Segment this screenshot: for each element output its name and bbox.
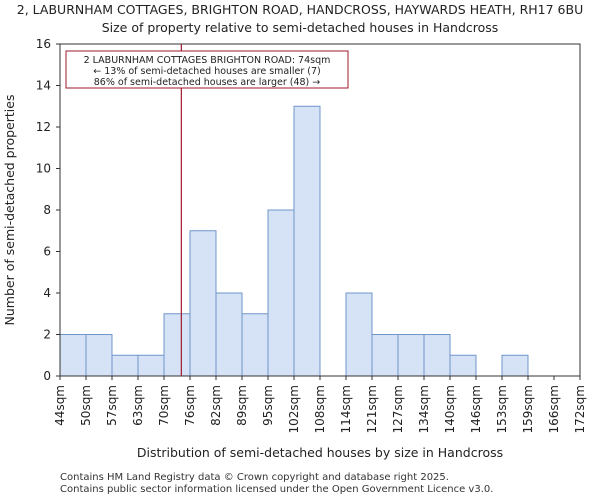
bar-76sqm <box>189 230 217 377</box>
y-tick-label-16: 16 <box>36 37 51 51</box>
bar-70sqm <box>163 313 191 377</box>
y-tick-label-6: 6 <box>43 245 51 259</box>
bar-95sqm <box>267 209 295 377</box>
bar-121sqm <box>371 334 399 377</box>
y-tick-label-12: 12 <box>36 120 51 134</box>
y-axis-label: Number of semi-detached properties <box>2 95 17 326</box>
bar-114sqm <box>345 292 373 377</box>
bar-127sqm <box>397 334 425 377</box>
annotation-line-3: 86% of semi-detached houses are larger (… <box>94 77 321 88</box>
bar-63sqm <box>137 354 165 377</box>
marker-group: 2 LABURNHAM COTTAGES BRIGHTON ROAD: 74sq… <box>65 44 349 376</box>
x-tick-label-146sqm: 146sqm <box>469 385 483 433</box>
y-tick-label-4: 4 <box>43 286 51 300</box>
bar-57sqm <box>111 354 139 377</box>
x-tick-label-102sqm: 102sqm <box>287 385 301 433</box>
y-tick-label-0: 0 <box>43 369 51 383</box>
annotation-box <box>65 50 349 89</box>
bar-44sqm <box>59 334 87 377</box>
x-tick-label-44sqm: 44sqm <box>53 385 67 426</box>
bar-82sqm <box>215 292 243 377</box>
y-tick-label-10: 10 <box>36 162 51 176</box>
bar-89sqm <box>241 313 269 377</box>
x-tick-label-82sqm: 82sqm <box>209 385 223 426</box>
annotation-line-1: 2 LABURNHAM COTTAGES BRIGHTON ROAD: 74sq… <box>84 55 331 66</box>
bar-140sqm <box>449 354 477 377</box>
footer-licence: Contains public sector information licen… <box>60 484 494 495</box>
x-tick-label-140sqm: 140sqm <box>443 385 457 433</box>
y-tick-label-14: 14 <box>36 79 51 93</box>
x-tick-label-108sqm: 108sqm <box>313 385 327 433</box>
bar-153sqm <box>501 354 529 377</box>
x-tick-label-70sqm: 70sqm <box>157 385 171 426</box>
annotation-line-2: ← 13% of semi-detached houses are smalle… <box>93 66 321 77</box>
x-tick-label-153sqm: 153sqm <box>495 385 509 433</box>
chart-subtitle: Size of property relative to semi-detach… <box>101 20 499 35</box>
bar-50sqm <box>85 334 113 377</box>
bar-102sqm <box>293 105 321 377</box>
chart-title: 2, LABURNHAM COTTAGES, BRIGHTON ROAD, HA… <box>16 2 584 17</box>
x-tick-label-172sqm: 172sqm <box>573 385 587 433</box>
x-tick-label-89sqm: 89sqm <box>235 385 249 426</box>
x-tick-label-50sqm: 50sqm <box>79 385 93 426</box>
bars-group <box>59 105 529 377</box>
x-tick-label-63sqm: 63sqm <box>131 385 145 426</box>
x-tick-label-76sqm: 76sqm <box>183 385 197 426</box>
y-tick-label-2: 2 <box>43 328 51 342</box>
x-tick-label-166sqm: 166sqm <box>547 385 561 433</box>
x-tick-label-134sqm: 134sqm <box>417 385 431 433</box>
x-tick-label-95sqm: 95sqm <box>261 385 275 426</box>
x-tick-label-159sqm: 159sqm <box>521 385 535 433</box>
x-tick-label-121sqm: 121sqm <box>365 385 379 433</box>
x-tick-label-57sqm: 57sqm <box>105 385 119 426</box>
x-tick-label-127sqm: 127sqm <box>391 385 405 433</box>
x-tick-label-114sqm: 114sqm <box>339 385 353 433</box>
axes-group: 0 2 4 6 8 10 12 14 16 44sqm 50sqm 57sqm 63sqm 70sqm 76… <box>36 37 587 433</box>
x-axis-label: Distribution of semi-detached houses by … <box>137 445 503 460</box>
y-tick-label-8: 8 <box>43 203 51 217</box>
bar-134sqm <box>423 334 451 377</box>
footer-copyright: Contains HM Land Registry data © Crown c… <box>60 472 449 483</box>
